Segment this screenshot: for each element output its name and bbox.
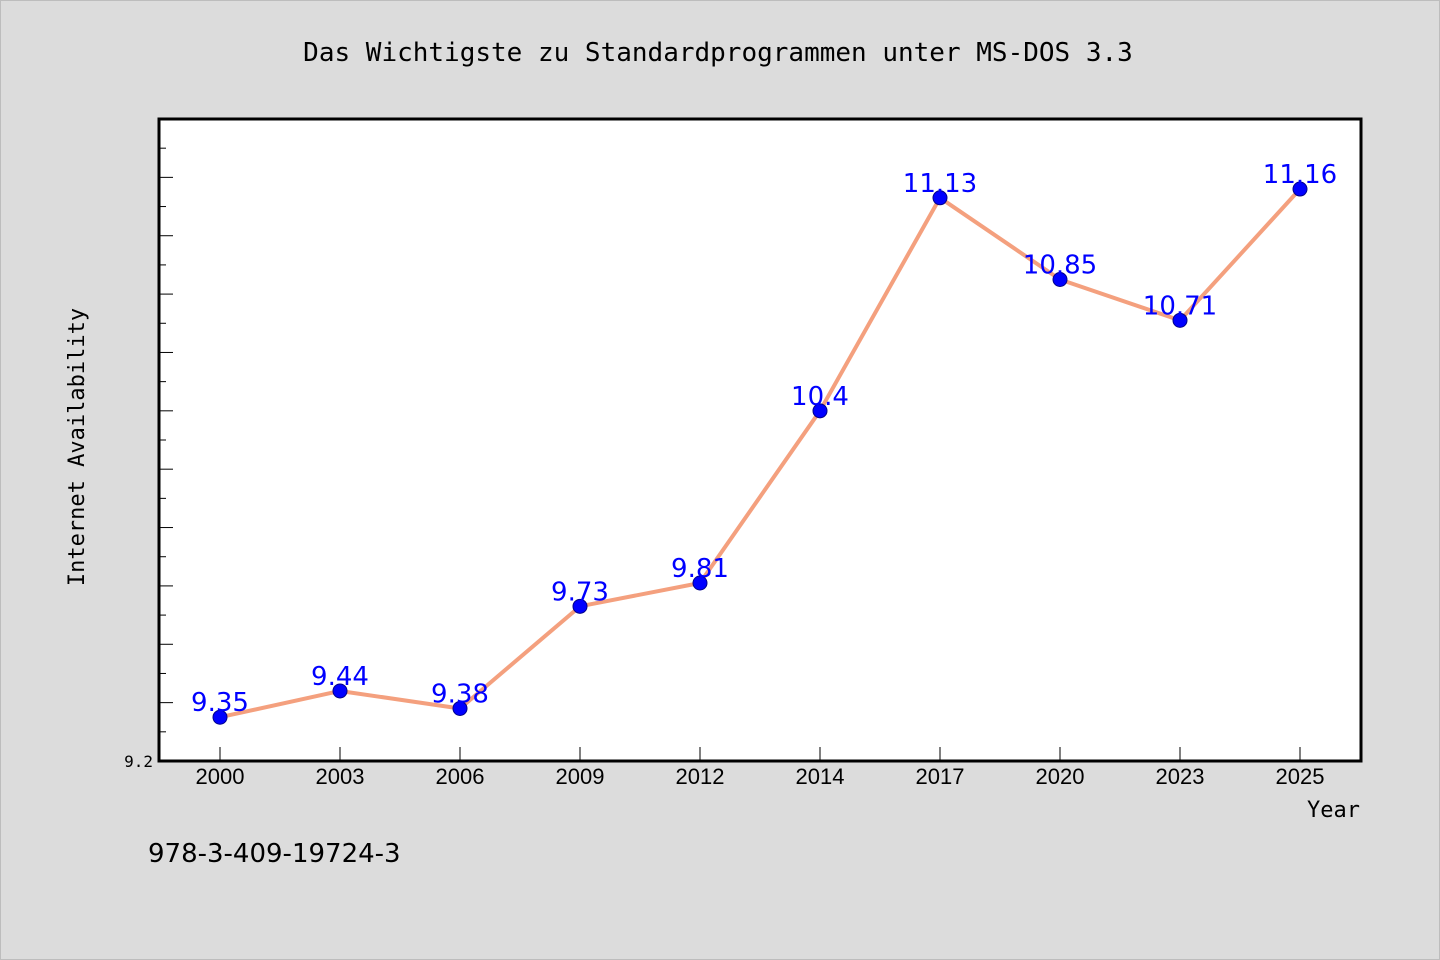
data-point: [212, 709, 228, 725]
data-point: [572, 598, 588, 614]
x-axis-ticks: 2000 2003 2006 2009 2012 2014 2017 2020 2023 2025: [196, 747, 1325, 789]
data-point: [1052, 272, 1068, 287]
data-label: 9.35: [191, 688, 249, 718]
data-point: [932, 190, 948, 206]
data-point: [692, 575, 708, 591]
x-axis-label: Year: [1307, 798, 1360, 823]
data-label: 11.13: [903, 169, 977, 199]
data-point: [452, 700, 468, 716]
x-tick-label: 2012: [676, 764, 725, 789]
y-tick-label: 9.2: [124, 752, 153, 771]
data-label: 10.4: [791, 382, 849, 412]
series-group: 9.35 9.44 9.38 9.73 9.81 10.4 11.13 10.85 10.71 1…: [191, 160, 1337, 725]
y-axis-label: Internet Availability: [65, 308, 90, 586]
x-tick-label: 2009: [556, 764, 605, 789]
x-tick-label: 2023: [1156, 764, 1205, 789]
data-label: 11.16: [1263, 160, 1337, 190]
x-tick-label: 2003: [316, 764, 365, 789]
x-tick-label: 2006: [436, 764, 485, 789]
x-tick-label: 2014: [796, 764, 845, 789]
data-point: [332, 683, 348, 699]
x-tick-label: 2000: [196, 764, 245, 789]
data-label: 9.38: [431, 679, 489, 709]
data-label: 10.71: [1143, 291, 1217, 321]
plot-area: [157, 117, 1363, 763]
series-line: [219, 187, 1302, 720]
isbn-text: 978-3-409-19724-3: [148, 839, 401, 869]
y-axis-ticks: 9.2: [124, 147, 173, 771]
data-label: 10.85: [1023, 251, 1097, 281]
data-point: [1172, 312, 1188, 328]
data-label: 9.44: [311, 662, 369, 692]
chart-title: Das Wichtigste zu Standardprogrammen unt…: [303, 38, 1133, 68]
data-point: [1292, 181, 1308, 197]
data-label: 9.73: [551, 577, 609, 607]
x-tick-label: 2025: [1276, 764, 1325, 789]
data-label: 9.81: [671, 554, 729, 584]
x-tick-label: 2020: [1036, 764, 1085, 789]
data-point: [812, 403, 828, 419]
x-tick-label: 2017: [916, 764, 965, 789]
